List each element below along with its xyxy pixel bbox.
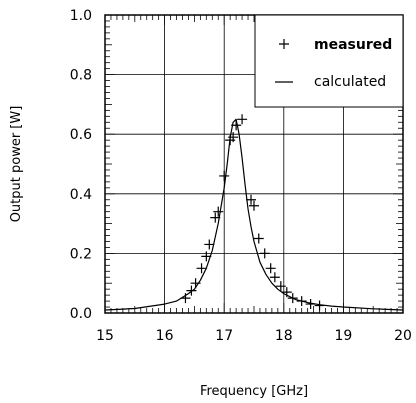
x-tick-label: 17 <box>215 328 233 344</box>
marker-measured <box>275 281 286 292</box>
series-markers <box>180 114 325 311</box>
y-tick-label: 0.6 <box>70 127 92 143</box>
x-tick-label: 19 <box>334 328 352 344</box>
marker-measured <box>190 278 201 289</box>
marker-measured <box>314 300 325 311</box>
x-tick-label: 18 <box>275 328 293 344</box>
marker-measured <box>249 200 259 211</box>
y-axis-title: Output power [W] <box>9 106 24 223</box>
legend-plus-icon <box>279 39 289 49</box>
marker-measured <box>231 120 242 131</box>
legend-label-measured: measured <box>314 37 392 53</box>
marker-measured <box>269 272 280 283</box>
legend-label-calculated: calculated <box>314 74 386 90</box>
marker-measured <box>265 263 276 274</box>
x-tick-label: 15 <box>96 328 114 344</box>
y-tick-label: 0.2 <box>70 246 92 262</box>
x-axis-title: Frequency [GHz] <box>200 384 308 399</box>
y-tick-labels: 0.0 0.2 0.4 0.6 0.8 1.0 <box>70 8 92 322</box>
marker-measured <box>281 287 292 298</box>
marker-measured <box>237 114 248 125</box>
marker-measured <box>210 212 221 223</box>
marker-measured <box>296 296 307 307</box>
marker-measured <box>180 293 191 304</box>
y-tick-label: 0.8 <box>70 68 92 84</box>
marker-measured <box>305 299 316 310</box>
marker-measured <box>186 285 197 296</box>
y-tick-label: 0.4 <box>70 187 92 203</box>
marker-measured <box>219 170 230 181</box>
y-tick-label: 1.0 <box>70 8 92 24</box>
legend-marker-measured <box>279 39 289 49</box>
legend: measured calculated <box>254 14 404 108</box>
marker-measured <box>201 251 212 262</box>
marker-measured <box>287 293 298 304</box>
plot-frame <box>104 14 404 314</box>
marker-measured <box>196 263 207 274</box>
x-tick-labels: 15 16 17 18 19 20 <box>96 328 412 344</box>
marker-measured <box>259 248 270 259</box>
x-tick-label: 16 <box>156 328 174 344</box>
x-tick-label: 20 <box>394 328 412 344</box>
legend-box <box>254 14 404 108</box>
marker-measured <box>246 194 257 205</box>
marker-measured <box>253 233 264 244</box>
marker-measured <box>228 132 239 143</box>
y-tick-label: 0.0 <box>70 306 92 322</box>
marker-measured <box>204 239 215 250</box>
marker-measured <box>213 206 224 217</box>
